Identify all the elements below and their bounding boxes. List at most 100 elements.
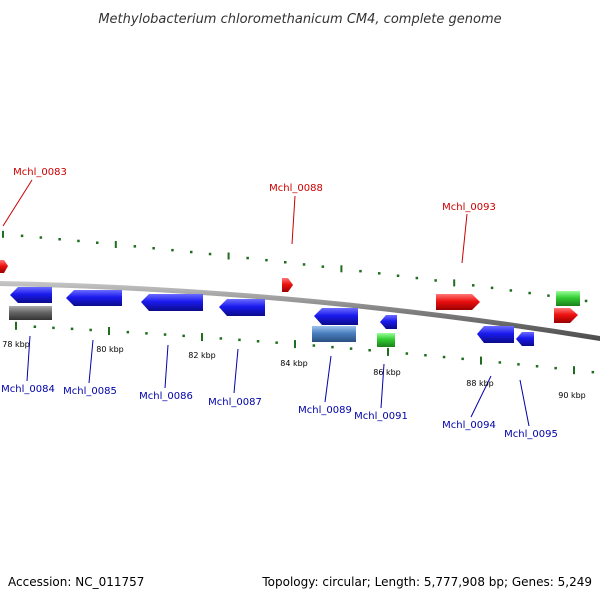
gene-mchl-0089-arrow[interactable] (314, 308, 358, 325)
minor-tick (182, 334, 185, 338)
map-title: Methylobacterium chloromethanicum CM4, c… (98, 12, 501, 27)
gene-mchl-0087-arrow[interactable] (219, 299, 265, 316)
minor-tick (584, 299, 588, 303)
scale-label: 82 kbp (188, 351, 216, 360)
minor-tick (163, 333, 167, 336)
minor-tick (461, 357, 464, 361)
gene-label-mchl-0084[interactable]: Mchl_0084 (1, 384, 55, 395)
major-tick (294, 340, 296, 349)
gene-mchl-0095-arrow[interactable] (516, 332, 534, 346)
minor-tick (152, 247, 155, 250)
minor-tick (265, 258, 268, 262)
gene-mchl-0088-arrow[interactable] (282, 278, 293, 292)
gene-other-0089[interactable] (312, 326, 356, 342)
minor-tick (126, 330, 130, 334)
minor-tick (535, 365, 539, 368)
accession-text: Accession: NC_011757 (8, 575, 144, 589)
minor-tick (498, 361, 502, 364)
minor-tick (490, 286, 494, 290)
minor-tick (70, 327, 74, 331)
gene-mchl-0083-arrow[interactable] (0, 260, 8, 273)
minor-tick (442, 355, 446, 359)
minor-tick (302, 263, 306, 266)
minor-tick (528, 291, 531, 295)
minor-tick (547, 294, 550, 297)
gene-pseudo-0084[interactable] (9, 306, 52, 320)
major-tick (387, 347, 389, 356)
minor-tick (246, 256, 249, 260)
scale-labels: 78 kbp 80 kbp 82 kbp 84 kbp 86 kbp 88 kb… (2, 340, 586, 400)
gene-label-mchl-0087[interactable]: Mchl_0087 (208, 397, 262, 408)
minor-tick (321, 265, 325, 268)
gene-label-mchl-0095[interactable]: Mchl_0095 (504, 429, 558, 440)
gene-label-mchl-0093[interactable]: Mchl_0093 (442, 202, 496, 213)
minor-tick (39, 236, 43, 239)
minor-tick (284, 261, 287, 264)
gene-mchl-0084-arrow[interactable] (10, 287, 52, 303)
minor-tick (591, 370, 595, 374)
lower-scale-ticks (15, 321, 595, 375)
minor-tick (434, 279, 437, 282)
minor-tick (312, 344, 316, 347)
minor-tick (20, 234, 24, 238)
major-tick (201, 333, 203, 342)
gene-labels: Mchl_0083 Mchl_0088 Mchl_0093 Mchl_0084 … (1, 167, 558, 440)
gene-mchl-0086-arrow[interactable] (141, 294, 203, 311)
major-tick (340, 265, 343, 273)
minor-tick (415, 276, 419, 280)
minor-tick (190, 250, 193, 254)
major-tick (480, 356, 482, 365)
label-leader-lines (2, 179, 530, 427)
minor-tick (405, 352, 409, 355)
minor-tick (275, 341, 278, 344)
minor-tick (33, 325, 37, 328)
minor-tick (349, 347, 353, 350)
minor-tick (219, 337, 223, 340)
scale-label: 86 kbp (373, 368, 401, 377)
genome-summary-text: Topology: circular; Length: 5,777,908 bp… (261, 575, 592, 589)
major-tick (114, 241, 117, 248)
gene-mchl-0085-arrow[interactable] (66, 290, 122, 306)
minor-tick (58, 238, 61, 241)
minor-tick (238, 338, 241, 342)
gene-label-mchl-0086[interactable]: Mchl_0086 (139, 391, 193, 402)
major-tick (2, 230, 4, 238)
minor-tick (331, 345, 334, 349)
major-tick (227, 252, 230, 260)
scale-label: 84 kbp (280, 359, 308, 368)
gene-rna-right[interactable] (556, 291, 580, 306)
minor-tick (96, 241, 99, 244)
minor-tick (509, 289, 513, 292)
minor-tick (517, 363, 520, 366)
scale-label: 90 kbp (558, 391, 586, 400)
minor-tick (359, 269, 362, 273)
gene-label-mchl-0083[interactable]: Mchl_0083 (13, 167, 67, 178)
forward-strand-genes (0, 260, 580, 323)
gene-mchl-0094-arrow[interactable] (477, 326, 514, 343)
gene-label-mchl-0085[interactable]: Mchl_0085 (63, 386, 117, 397)
reverse-strand-genes (9, 287, 534, 347)
minor-tick (472, 284, 475, 287)
gene-label-mchl-0094[interactable]: Mchl_0094 (442, 420, 496, 431)
major-tick (15, 321, 17, 330)
minor-tick (145, 332, 148, 335)
scale-label: 80 kbp (96, 345, 124, 354)
scale-label: 78 kbp (2, 340, 30, 349)
minor-tick (396, 274, 400, 277)
minor-tick (256, 340, 260, 343)
major-tick (453, 279, 456, 287)
scale-label: 88 kbp (466, 379, 494, 388)
minor-tick (171, 248, 174, 252)
minor-tick (77, 239, 80, 243)
gene-label-mchl-0088[interactable]: Mchl_0088 (269, 183, 323, 194)
major-tick (573, 366, 575, 375)
gene-label-mchl-0089[interactable]: Mchl_0089 (298, 405, 352, 416)
minor-tick (52, 326, 55, 330)
gene-mchl-0091-arrow[interactable] (380, 315, 397, 329)
gene-red-right[interactable] (554, 308, 578, 323)
gene-rna-0091[interactable] (377, 333, 395, 347)
minor-tick (89, 328, 92, 332)
gene-label-mchl-0091[interactable]: Mchl_0091 (354, 411, 408, 422)
gene-mchl-0093-arrow[interactable] (436, 294, 480, 310)
